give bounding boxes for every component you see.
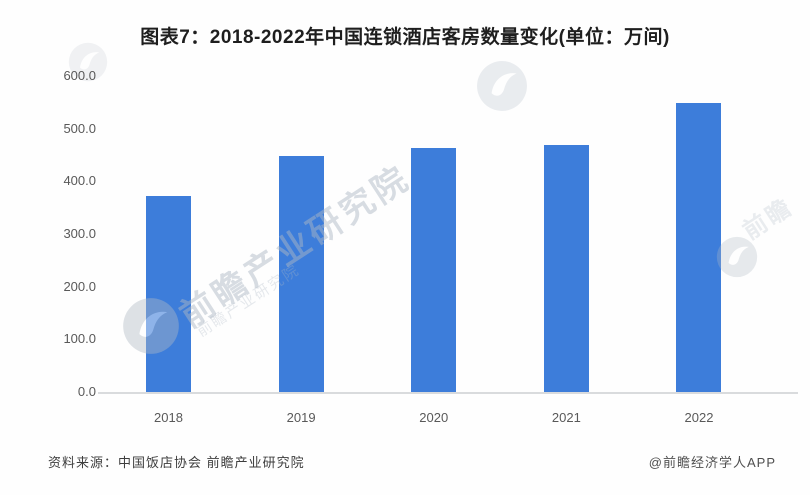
x-axis-tick-label: 2018 (154, 410, 183, 425)
credit-watermark: @前瞻经济学人APP (648, 455, 776, 470)
bar-2020 (411, 148, 457, 393)
plot-area: 2018 2019 2020 2021 2022 (105, 77, 792, 425)
bar-2021 (543, 145, 589, 393)
bar-2018 (146, 195, 191, 393)
y-axis-tick-label: 0.0 (77, 384, 96, 399)
y-axis-tick-label: 100.0 (63, 331, 96, 347)
x-axis-tick-label: 2021 (551, 410, 581, 425)
x-axis-line (98, 392, 798, 394)
y-axis-tick-label: 500.0 (63, 120, 96, 136)
chart-title: 图表7：2018-2022年中国连锁酒店客房数量变化(单位：万间) (140, 27, 670, 48)
bar-2019 (278, 156, 324, 393)
y-axis-tick-label: 600.0 (63, 68, 96, 83)
x-axis-tick-label: 2019 (286, 410, 316, 425)
source-note: 资料来源：中国饭店协会 前瞻产业研究院 (48, 455, 305, 470)
x-axis-tick-label: 2022 (684, 410, 714, 425)
y-axis-tick-label: 200.0 (63, 278, 96, 294)
y-axis-tick-label: 300.0 (63, 226, 96, 241)
x-axis-tick-label: 2020 (419, 410, 449, 425)
bar-2022 (676, 103, 722, 393)
y-axis-tick-label: 400.0 (63, 173, 96, 189)
